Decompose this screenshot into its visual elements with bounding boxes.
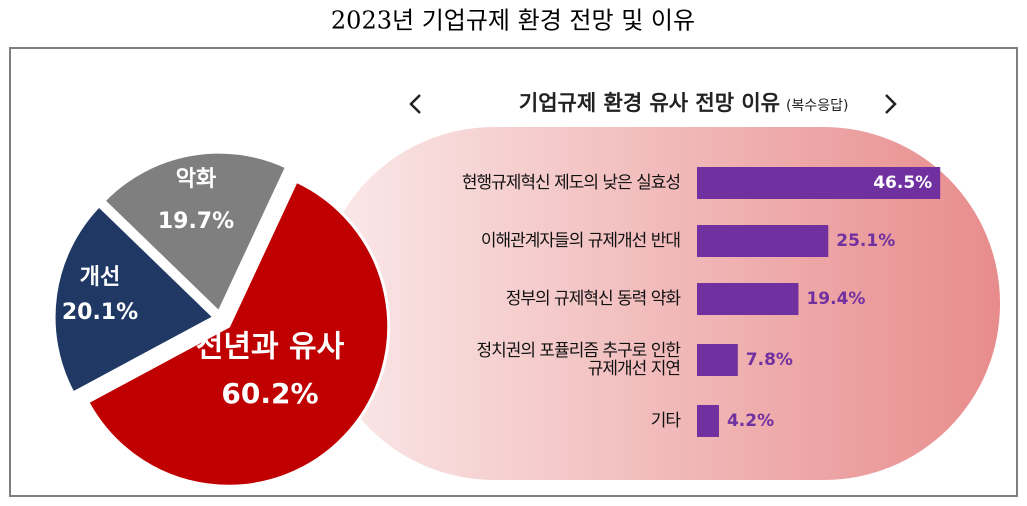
value-label: 25.1% bbox=[836, 231, 895, 251]
slice-value: 19.7% bbox=[158, 209, 234, 234]
frame bbox=[9, 47, 1018, 497]
bar bbox=[697, 344, 738, 376]
pie-slice bbox=[85, 179, 391, 488]
pie-slice bbox=[101, 150, 289, 315]
value-label: 4.2% bbox=[727, 411, 774, 431]
slice-label: 개선 bbox=[80, 265, 120, 290]
category-label: 기타 bbox=[650, 411, 681, 431]
bar bbox=[697, 167, 941, 199]
slice-label: 악화 bbox=[176, 167, 216, 192]
bar bbox=[697, 225, 829, 257]
slice-value: 20.1% bbox=[62, 300, 138, 325]
value-label: 46.5% bbox=[873, 173, 932, 193]
value-label: 7.8% bbox=[746, 350, 793, 370]
bar bbox=[697, 283, 799, 315]
slice-value: 60.2% bbox=[221, 377, 318, 410]
value-label: 19.4% bbox=[806, 289, 865, 309]
bar-subtitle: (복수응답) bbox=[786, 98, 848, 114]
pie-slice bbox=[52, 203, 217, 396]
category-label: 이해관계자들의 규제개선 반대 bbox=[480, 231, 681, 251]
category-label: 현행규제혁신 제도의 낮은 실효성 bbox=[461, 173, 681, 193]
page-title: 2023년 기업규제 환경 전망 및 이유 bbox=[331, 7, 695, 35]
bar-title: 기업규제 환경 유사 전망 이유 bbox=[519, 91, 780, 115]
bar bbox=[697, 405, 719, 437]
bracket bbox=[409, 94, 421, 114]
bar-panel bbox=[318, 127, 1000, 480]
slice-label: 전년과 유사 bbox=[196, 330, 345, 365]
category-label: 정치권의 포퓰리즘 추구로 인한 규제개선 지연 bbox=[476, 341, 681, 379]
category-label: 정부의 규제혁신 동력 약화 bbox=[505, 289, 681, 309]
bracket bbox=[885, 94, 897, 114]
